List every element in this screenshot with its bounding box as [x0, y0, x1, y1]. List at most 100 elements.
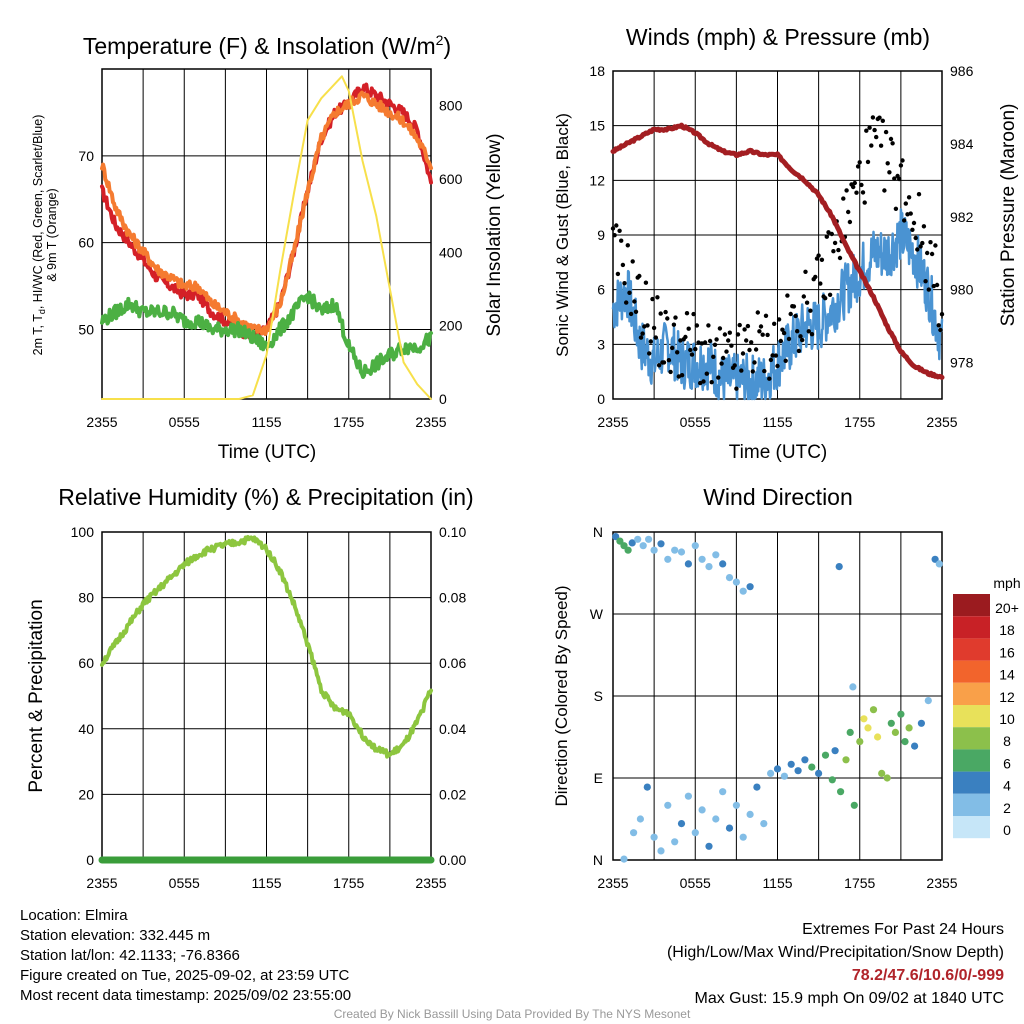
x-tick-label-0-1: 0555	[169, 414, 200, 430]
direction-point	[719, 560, 727, 568]
gust-point	[780, 327, 785, 332]
x-tick-label-1-2: 1155	[762, 414, 792, 430]
wind-y-tick-1: 3	[597, 336, 605, 352]
gust-point	[893, 206, 899, 211]
direction-point	[842, 756, 850, 764]
gust-point	[816, 253, 821, 258]
legend-label-4: 12	[999, 689, 1015, 705]
gust-point	[739, 368, 744, 373]
direction-point	[684, 560, 693, 568]
precip-y-tick-0: 0.00	[439, 852, 466, 868]
legend-swatch-0	[953, 594, 990, 617]
gust-point	[620, 262, 626, 268]
direction-point	[887, 719, 895, 727]
gust-point	[827, 292, 833, 297]
direction-point	[891, 728, 900, 737]
gust-point	[763, 313, 769, 318]
legend-swatch-2	[953, 638, 990, 661]
gust-point	[612, 233, 617, 238]
gust-point	[707, 338, 713, 344]
gust-point	[709, 380, 714, 385]
gust-point	[758, 324, 764, 329]
gust-point	[760, 332, 765, 337]
temp-y-tick-2: 70	[78, 148, 94, 164]
temp-ylabel-right: Solar Insolation (Yellow)	[484, 133, 505, 336]
gust-point	[661, 360, 667, 365]
direction-point	[732, 801, 741, 809]
rh-y-tick-0: 0	[86, 852, 94, 868]
gust-point	[727, 330, 732, 335]
gust-point	[752, 360, 757, 365]
gust-point	[829, 231, 834, 237]
dir-y-tick-3: W	[590, 606, 604, 622]
x-tick-label-1-1: 0555	[680, 414, 711, 430]
gust-point	[906, 195, 912, 200]
gust-point	[855, 164, 861, 169]
direction-point	[815, 769, 823, 778]
x-tick-label-2-2: 1155	[251, 875, 281, 891]
station-latlon: Station lat/lon: 42.1133; -76.8366	[20, 947, 240, 964]
gust-point	[668, 369, 673, 375]
gust-point	[622, 281, 627, 286]
gust-point	[645, 323, 650, 328]
x-tick-label-3-4: 2355	[926, 875, 957, 891]
temp-y-tick-1: 60	[78, 235, 94, 251]
gust-point	[696, 340, 701, 345]
gust-point	[778, 338, 783, 344]
gust-point	[841, 196, 846, 201]
gust-point	[650, 296, 655, 302]
direction-point	[664, 801, 672, 809]
gust-point	[765, 332, 770, 338]
direction-point	[705, 842, 713, 850]
gust-point	[628, 311, 634, 317]
figure-created: Figure created on Tue, 2025-09-02, at 23…	[20, 967, 350, 984]
direction-point	[821, 751, 830, 759]
direction-point	[931, 555, 939, 563]
gust-point	[762, 368, 767, 374]
legend-swatch-9	[953, 793, 990, 816]
pressure-y-tick-3: 984	[950, 136, 974, 152]
pressure-y-tick-2: 982	[950, 209, 974, 225]
gust-point	[877, 115, 882, 120]
gust-point	[781, 330, 787, 336]
x-tick-label-2-3: 1755	[333, 875, 364, 891]
legend-label-8: 4	[1003, 778, 1011, 794]
gust-point	[747, 347, 752, 353]
gust-point	[890, 141, 895, 146]
direction-point	[650, 546, 658, 554]
legend-swatch-3	[953, 660, 990, 683]
gust-point	[804, 300, 810, 305]
gust-point	[783, 358, 788, 363]
gust-point	[734, 386, 739, 391]
gust-point	[852, 180, 857, 186]
legend-swatch-6	[953, 727, 990, 750]
gust-point	[656, 363, 662, 368]
rh-y-tick-3: 60	[78, 655, 94, 671]
direction-point	[911, 742, 919, 750]
gust-point	[898, 163, 904, 168]
x-tick-label-0-2: 1155	[251, 414, 281, 430]
direction-point	[878, 769, 886, 778]
gust-point	[926, 287, 931, 292]
x-tick-label-1-3: 1755	[844, 414, 875, 430]
gust-point	[637, 273, 642, 279]
temp-series-td	[100, 290, 433, 379]
gust-point	[714, 337, 719, 342]
gust-point	[711, 354, 716, 359]
gust-point	[670, 345, 675, 351]
temp-series-9m-t	[100, 90, 433, 336]
gust-point	[716, 375, 721, 380]
temp-ylabel-b: , HI/WC (Red, Green, Scarlet/Blue)	[31, 115, 45, 310]
temp-y-tick-0: 50	[78, 322, 94, 338]
gust-point	[801, 294, 806, 299]
gust-point	[809, 332, 815, 337]
gust-point	[913, 235, 918, 241]
gust-point	[933, 243, 938, 248]
gust-point	[796, 348, 802, 354]
direction-point	[767, 769, 775, 778]
direction-point	[628, 539, 636, 547]
gust-point	[694, 323, 700, 328]
direction-point	[746, 583, 754, 591]
gust-point	[785, 293, 790, 298]
